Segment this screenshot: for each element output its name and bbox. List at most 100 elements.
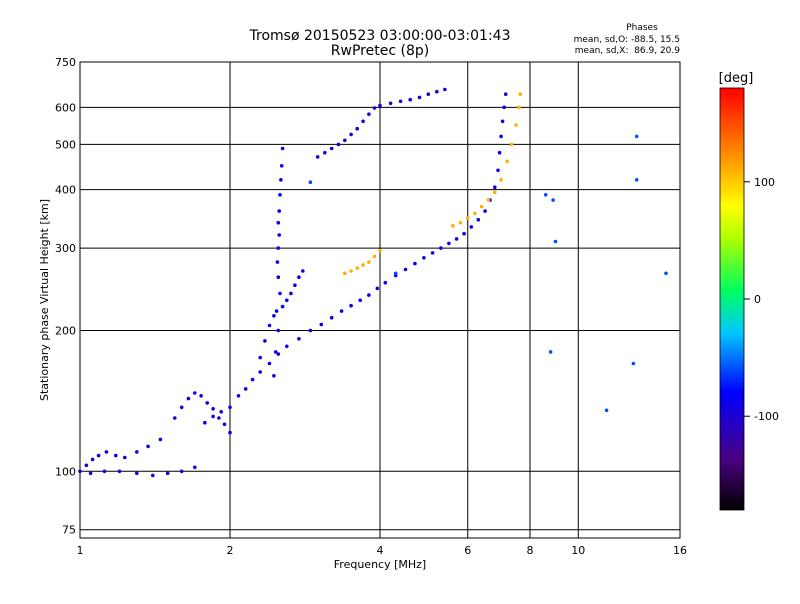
data-point xyxy=(135,450,139,454)
data-point xyxy=(500,119,505,124)
y-tick-label: 400 xyxy=(55,184,76,197)
data-point xyxy=(329,146,334,151)
data-point xyxy=(219,410,223,414)
data-point xyxy=(308,328,313,333)
x-tick-label: 1 xyxy=(77,544,84,557)
data-point xyxy=(228,405,232,410)
data-point xyxy=(205,401,209,405)
data-point xyxy=(211,407,215,411)
data-point xyxy=(458,220,463,225)
data-point xyxy=(358,298,363,303)
data-point xyxy=(517,105,521,110)
data-point xyxy=(319,322,324,327)
data-point xyxy=(104,450,109,454)
data-point xyxy=(301,269,305,273)
data-point xyxy=(469,225,474,229)
data-point xyxy=(503,92,508,96)
data-point xyxy=(443,87,447,92)
y-axis-label: Stationary phase Virtual Height [km] xyxy=(38,199,51,401)
data-point xyxy=(135,471,139,476)
colorbar-tick-label: 100 xyxy=(754,176,775,189)
data-point xyxy=(297,275,301,280)
data-point xyxy=(289,291,293,296)
data-point xyxy=(114,453,118,458)
data-point xyxy=(276,328,281,333)
data-point xyxy=(553,239,558,244)
data-point xyxy=(117,469,122,474)
data-point xyxy=(323,150,327,155)
data-point xyxy=(343,271,347,276)
data-point xyxy=(378,103,382,108)
data-point xyxy=(88,471,93,476)
data-point xyxy=(84,463,89,468)
x-tick-label: 4 xyxy=(377,544,384,557)
data-point xyxy=(551,198,555,202)
data-point xyxy=(483,209,487,213)
data-point xyxy=(273,350,278,354)
data-point xyxy=(486,198,491,202)
data-point xyxy=(228,430,232,435)
data-point xyxy=(267,361,272,366)
colorbar xyxy=(719,87,745,511)
data-point xyxy=(276,246,281,250)
data-point xyxy=(502,105,507,110)
data-point xyxy=(514,123,518,127)
data-point xyxy=(349,269,353,273)
data-point xyxy=(336,142,341,147)
data-point xyxy=(439,246,443,250)
data-point xyxy=(430,251,435,255)
data-point xyxy=(496,168,500,173)
data-point xyxy=(280,304,285,309)
data-point xyxy=(499,178,503,182)
data-point xyxy=(272,314,276,318)
data-point xyxy=(383,280,388,285)
x-tick-label: 8 xyxy=(527,544,534,557)
data-point xyxy=(217,416,221,420)
colorbar-ticks: 100 0 -100 xyxy=(744,176,779,423)
y-tick-label: 100 xyxy=(55,465,76,478)
data-point xyxy=(329,315,334,320)
data-point xyxy=(378,249,382,253)
x-tick-label: 6 xyxy=(464,544,471,557)
data-point xyxy=(236,394,241,398)
x-tick-label: 2 xyxy=(227,544,234,557)
data-point xyxy=(258,370,263,374)
data-point xyxy=(274,309,279,313)
data-point xyxy=(497,150,502,155)
data-point xyxy=(417,95,422,100)
y-tick-label: 600 xyxy=(55,101,76,114)
data-point xyxy=(355,266,360,270)
data-point xyxy=(372,106,377,110)
data-point xyxy=(102,469,107,474)
data-point xyxy=(279,164,284,168)
data-point xyxy=(90,457,95,462)
colorbar-tick-label: 0 xyxy=(754,293,761,306)
data-point xyxy=(277,233,282,237)
data-point xyxy=(499,134,503,139)
data-point xyxy=(179,405,184,410)
data-point xyxy=(278,193,282,197)
data-point xyxy=(465,216,470,220)
data-point xyxy=(493,190,497,194)
data-point xyxy=(349,303,353,308)
data-point xyxy=(454,237,459,241)
data-point xyxy=(339,309,344,313)
data-point xyxy=(505,159,510,164)
data-point xyxy=(426,92,431,96)
data-point xyxy=(355,126,360,131)
data-point xyxy=(278,291,282,296)
data-point xyxy=(447,241,451,246)
data-point xyxy=(250,377,255,382)
data-point xyxy=(367,260,371,264)
data-point xyxy=(361,263,365,267)
x-tick-label: 10 xyxy=(571,544,585,557)
data-point xyxy=(634,134,639,139)
data-point xyxy=(123,455,127,460)
data-point xyxy=(186,396,191,401)
data-point xyxy=(361,119,365,124)
data-point xyxy=(388,101,393,106)
data-point xyxy=(367,112,371,116)
data-point xyxy=(308,180,313,184)
